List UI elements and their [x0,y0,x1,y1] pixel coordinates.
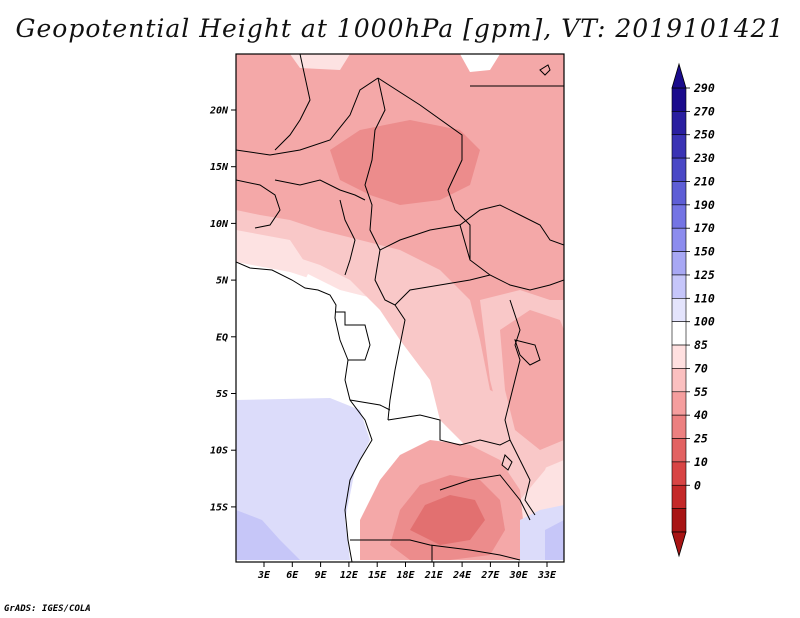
lon-tick-label: 21E [424,570,444,581]
colorbar-label: 40 [694,408,708,422]
border-segment [374,249,491,306]
field-band-southeast-blue [545,520,564,560]
border-segment [274,54,311,151]
lon-tick-label: 30E [509,570,529,581]
colorbar-label: 150 [694,245,715,259]
lon-tick-label: 6E [286,570,299,581]
lake-outline [539,64,551,76]
latitude-axis: 20N 15N 10N 5N EQ 5S 10S 15S [209,106,236,513]
lat-tick-label: 5S [216,389,228,400]
border-segment [336,311,371,361]
colorbar-segment [671,181,687,206]
field-band-atlantic-pale-blue [236,398,370,560]
border-segment [379,224,564,291]
colorbar-segment [671,368,687,393]
lat-tick-label: EQ [216,332,228,343]
colorbar-label: 250 [693,128,715,142]
map-field [236,54,564,562]
colorbar-segment [671,227,687,252]
colorbar-label: 230 [693,151,715,165]
border-segment [387,414,511,446]
lat-tick-label: 10S [210,446,228,457]
lat-tick-label: 15N [210,162,229,173]
country-borders [236,54,564,562]
border-segment [504,299,521,461]
colorbar-label: 85 [694,338,708,352]
border-segment [236,179,281,229]
border-segment [439,474,531,521]
field-band-northwest-pink1 [290,54,350,70]
lon-tick-label: 33E [537,570,557,581]
colorbar-segment [671,274,687,299]
colorbar-label: 125 [694,268,715,282]
lon-tick-label: 15E [368,570,387,581]
colorbar-segment [671,157,687,182]
colorbar-label: 0 [694,478,701,492]
colorbar-label: 10 [694,455,708,469]
lon-tick-label: 27E [480,570,500,581]
colorbar-segment [671,251,687,276]
colorbar-segment [671,298,687,322]
colorbar-segment [671,438,687,463]
colorbar-label: 70 [694,361,708,375]
colorbar-bottom-arrow [671,531,687,558]
border-segment [387,304,406,421]
chart-title: Geopotential Height at 1000hPa [gpm], VT… [15,14,785,43]
border-segment [350,539,521,561]
colorbar-label: 210 [693,174,715,188]
lon-tick-label: 18E [396,570,415,581]
lat-tick-label: 5N [216,276,229,287]
border-segment [459,204,564,246]
lon-tick-label: 9E [315,570,328,581]
border-segment [349,399,391,411]
colorbar-label: 170 [694,221,715,235]
colorbar-segment [671,508,687,533]
colorbar-segment [671,414,687,439]
field-band-east-pink3 [500,310,564,450]
field-band-south-pink5 [410,495,485,545]
colorbar-top-arrow [671,62,687,89]
colorbar-label: 190 [694,198,715,212]
footer-credit: GrADS: IGES/COLA [4,604,91,614]
colorbar-label: 290 [693,81,715,95]
border-segment [519,459,536,516]
colorbar-label: 270 [693,104,715,118]
colorbar-segment [671,484,687,509]
border-segment [339,199,356,276]
colorbar-label: 55 [694,385,708,399]
field-band-northeast-white [460,54,500,72]
colorbar-segment [671,111,687,136]
lon-tick-label: 3E [257,570,271,581]
colorbar-segment [671,344,687,369]
colorbar-label: 100 [694,315,715,329]
border-segment [236,77,379,156]
colorbar: 2902702502302101901701501251101008570554… [671,62,715,558]
lake-outline [501,454,513,471]
lon-tick-label: 24E [452,570,472,581]
longitude-axis: 3E 6E 9E 12E 15E 18E 21E 24E 27E 30E 33E [257,562,557,581]
colorbar-label: 25 [693,432,708,446]
lake-outline [514,339,541,366]
lat-tick-label: 20N [209,106,229,117]
field-band-pink4 [330,120,480,205]
colorbar-segment [671,87,687,112]
colorbar-segment [671,391,687,416]
field-band-atlantic-white [236,262,355,400]
coastline-west-africa [236,261,373,562]
border-segment [377,77,471,260]
field-band-atlantic-blue [236,510,300,560]
colorbar-segment [671,204,687,229]
colorbar-segment [671,461,687,486]
colorbar-segment [671,134,687,159]
lat-tick-label: 10N [210,219,229,230]
colorbar-label: 110 [694,291,715,305]
border-segment [274,179,366,201]
border-segment [364,77,386,251]
colorbar-segment [671,321,687,346]
lat-tick-label: 15S [210,502,228,513]
lon-tick-label: 12E [340,570,359,581]
plot-frame [235,53,565,563]
